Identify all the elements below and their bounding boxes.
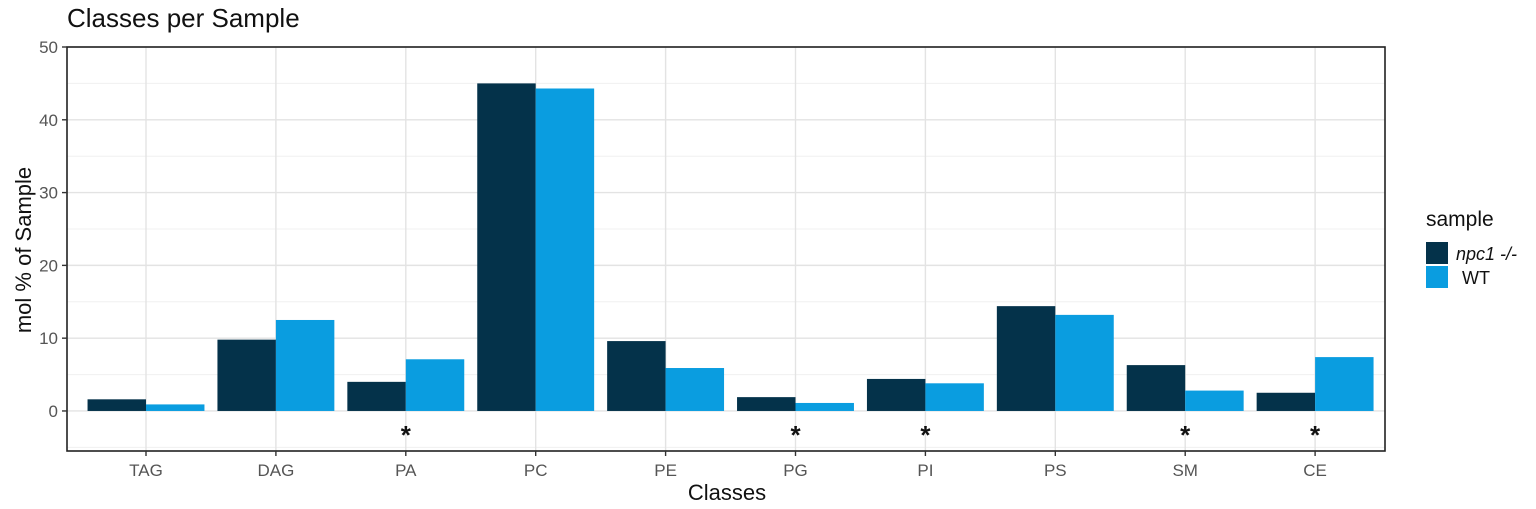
bar-ce-npc1 [1256,392,1316,411]
bar-sm-wt [1185,390,1244,411]
x-axis-title: Classes [688,480,766,505]
x-tick-label-ce: CE [1303,461,1327,480]
significance-marker-pi: * [920,420,931,450]
bar-pc-npc1 [477,83,536,411]
bar-pa-npc1 [347,381,406,411]
legend-swatch-npc1 [1426,242,1448,264]
y-tick-label: 0 [49,402,58,421]
bar-dag-npc1 [217,339,276,411]
y-axis-title: mol % of Sample [11,167,36,333]
bar-pa-wt [405,359,465,411]
x-tick-label-ps: PS [1044,461,1067,480]
bar-pi-wt [925,383,984,411]
chart-title: Classes per Sample [67,3,300,33]
y-tick-label: 20 [39,256,58,275]
x-tick-label-sm: SM [1172,461,1198,480]
x-axis: TAG DAG PA PC PE PG PI PS SM CE [129,451,1327,480]
significance-marker-sm: * [1180,420,1191,450]
bar-pg-wt [795,402,854,411]
bar-pi-npc1 [866,378,926,411]
bar-ce-wt [1315,357,1374,411]
x-tick-label-pg: PG [783,461,808,480]
y-tick-label: 30 [39,184,58,203]
bar-ps-wt [1055,314,1114,411]
significance-markers: * * * * * [401,420,1321,450]
legend: sample npc1 -/- WT [1426,208,1517,288]
x-tick-label-pa: PA [395,461,417,480]
bar-tag-wt [146,404,205,411]
significance-marker-pg: * [790,420,801,450]
bar-tag-npc1 [87,399,146,411]
significance-marker-ce: * [1310,420,1321,450]
bar-pg-npc1 [737,397,796,411]
x-tick-label-pe: PE [654,461,677,480]
y-tick-label: 40 [39,111,58,130]
bar-pe-npc1 [607,341,666,411]
bar-pe-wt [665,368,725,411]
bar-pc-wt [535,88,595,411]
bar-dag-wt [275,319,335,411]
x-tick-label-tag: TAG [129,461,163,480]
y-tick-label: 10 [39,329,58,348]
legend-swatch-wt [1426,266,1448,288]
y-axis: 0 10 20 30 40 50 [39,38,67,421]
bar-sm-npc1 [1126,365,1186,411]
x-tick-label-pi: PI [917,461,933,480]
panel-border [66,46,1386,452]
y-tick-label: 50 [39,38,58,57]
x-tick-label-pc: PC [524,461,548,480]
x-tick-label-dag: DAG [257,461,294,480]
bars [87,83,1374,411]
significance-marker-pa: * [401,420,412,450]
legend-label-npc1: npc1 -/- [1456,244,1517,264]
bar-ps-npc1 [996,306,1056,411]
legend-label-wt: WT [1462,268,1490,288]
legend-title: sample [1426,208,1494,231]
